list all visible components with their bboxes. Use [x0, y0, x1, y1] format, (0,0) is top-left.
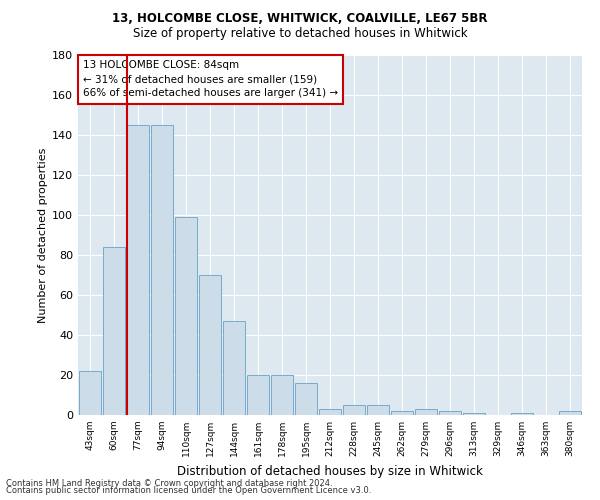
Bar — [127, 125, 149, 415]
Bar — [439, 411, 461, 415]
Bar — [343, 405, 365, 415]
Y-axis label: Number of detached properties: Number of detached properties — [38, 148, 48, 322]
Bar — [391, 411, 413, 415]
Bar — [271, 375, 293, 415]
Bar — [415, 409, 437, 415]
Bar — [247, 375, 269, 415]
Bar — [103, 247, 125, 415]
X-axis label: Distribution of detached houses by size in Whitwick: Distribution of detached houses by size … — [177, 464, 483, 477]
Bar — [151, 125, 173, 415]
Bar — [559, 411, 581, 415]
Bar — [295, 383, 317, 415]
Text: 13 HOLCOMBE CLOSE: 84sqm
← 31% of detached houses are smaller (159)
66% of semi-: 13 HOLCOMBE CLOSE: 84sqm ← 31% of detach… — [83, 60, 338, 98]
Bar — [319, 409, 341, 415]
Text: Size of property relative to detached houses in Whitwick: Size of property relative to detached ho… — [133, 28, 467, 40]
Bar — [79, 371, 101, 415]
Bar — [199, 275, 221, 415]
Bar — [511, 413, 533, 415]
Text: Contains HM Land Registry data © Crown copyright and database right 2024.: Contains HM Land Registry data © Crown c… — [6, 478, 332, 488]
Text: 13, HOLCOMBE CLOSE, WHITWICK, COALVILLE, LE67 5BR: 13, HOLCOMBE CLOSE, WHITWICK, COALVILLE,… — [112, 12, 488, 26]
Bar — [223, 321, 245, 415]
Text: Contains public sector information licensed under the Open Government Licence v3: Contains public sector information licen… — [6, 486, 371, 495]
Bar — [175, 217, 197, 415]
Bar — [463, 413, 485, 415]
Bar — [367, 405, 389, 415]
